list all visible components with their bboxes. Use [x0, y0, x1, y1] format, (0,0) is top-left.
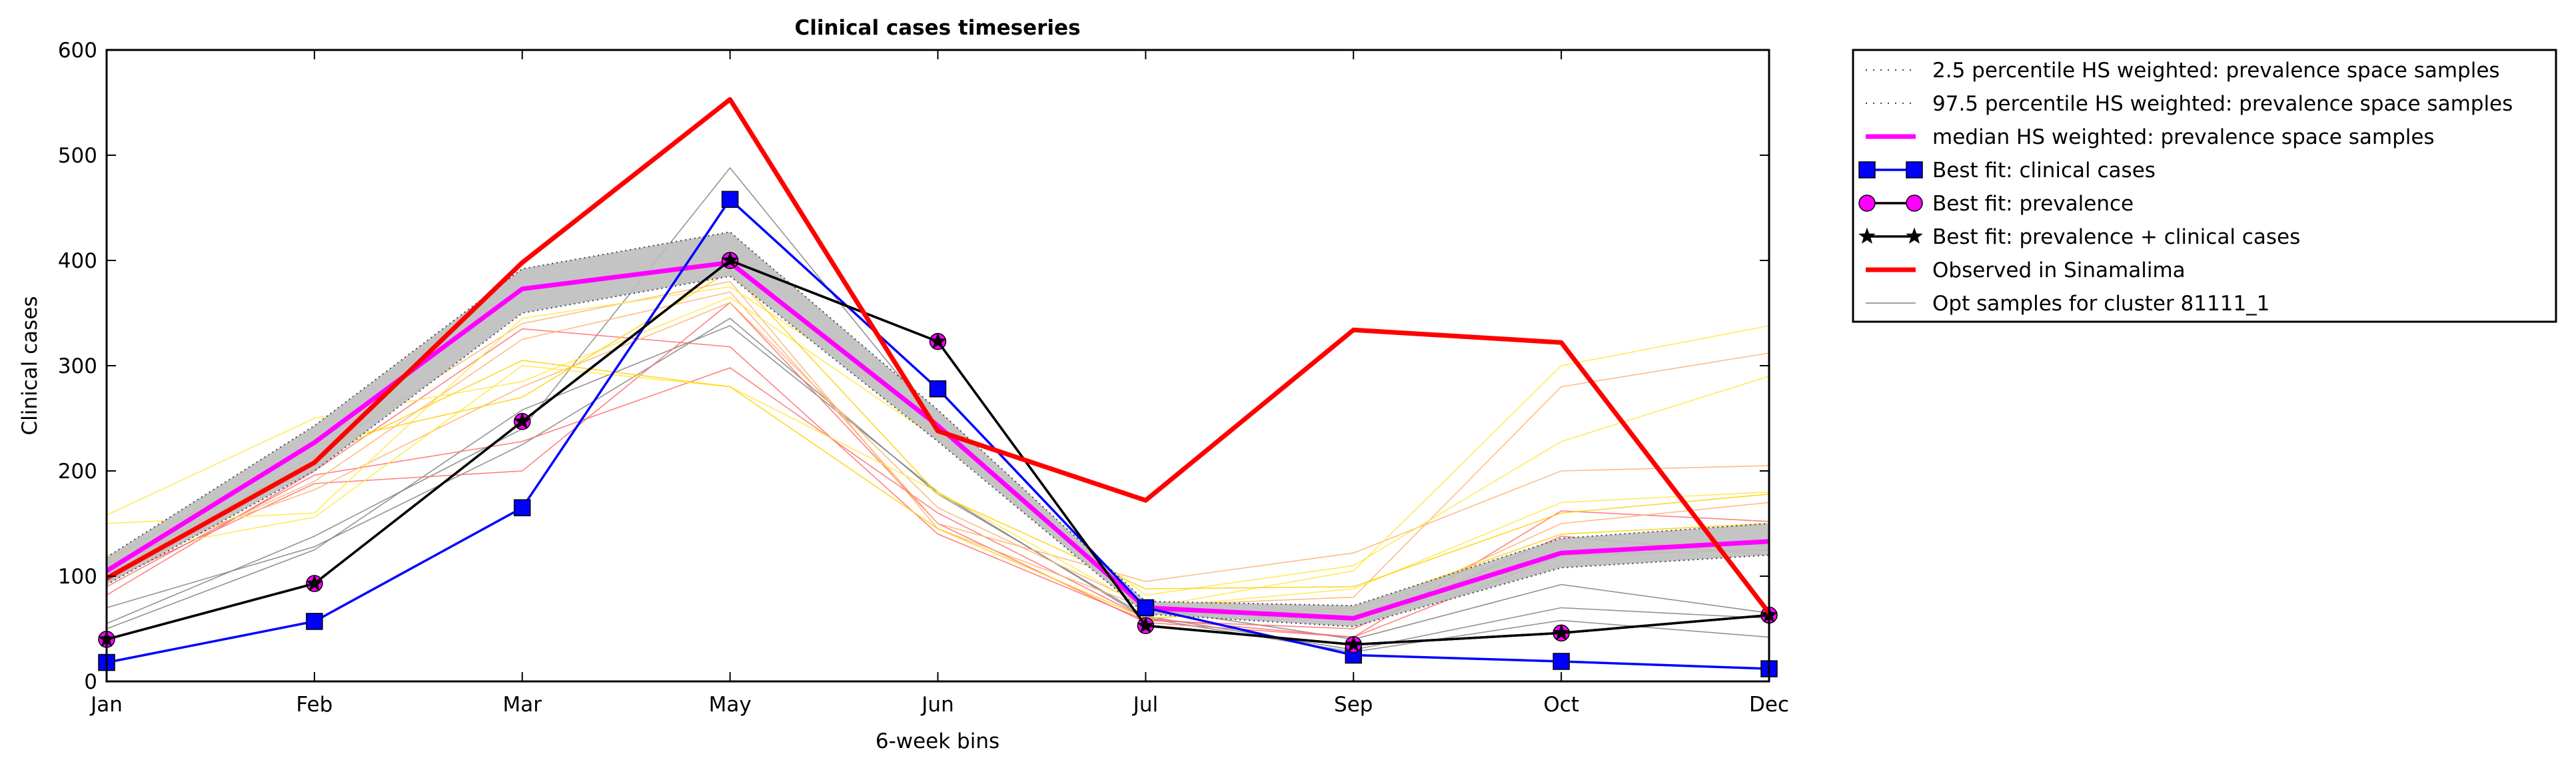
- legend-label-1: 2.5 percentile HS weighted: prevalence s…: [1932, 59, 2500, 83]
- series-4-point-4: [721, 251, 739, 268]
- x-tick-label-4: May: [709, 693, 752, 717]
- x-tick-label-7: Sep: [1334, 693, 1373, 717]
- sample-line-3: [106, 325, 1770, 653]
- series-4-point-6: [1137, 616, 1155, 633]
- y-axis-label: Clinical cases: [18, 296, 42, 435]
- sample-line-8: [106, 302, 1770, 607]
- legend-marker-4-a: [1858, 161, 1876, 179]
- series-2-point-6: [1137, 599, 1155, 617]
- plot-frame: [105, 49, 1770, 683]
- series-2-point-2: [306, 613, 323, 630]
- series-2-point-5: [929, 380, 947, 398]
- x-tick-label-1: Jan: [89, 693, 123, 717]
- x-axis-label: 6-week bins: [876, 729, 999, 753]
- series-4-point-3: [513, 412, 531, 429]
- series-4-point-5: [929, 332, 947, 349]
- legend-label-3: median HS weighted: prevalence space sam…: [1932, 125, 2435, 149]
- legend-label-8: Opt samples for cluster 81111_1: [1932, 292, 2269, 316]
- y-tick-label-1: 0: [84, 670, 97, 694]
- legend-marker-6-b: [1906, 227, 1923, 244]
- x-tick-label-6: Jul: [1132, 693, 1158, 717]
- sample-line-12: [106, 365, 1770, 609]
- series-4-point-8: [1553, 623, 1570, 641]
- legend-label-5: Best fit: prevalence: [1932, 192, 2134, 216]
- series-4-point-7: [1345, 635, 1363, 652]
- series-2-point-3: [514, 499, 531, 517]
- legend-marker-6-a: [1858, 227, 1876, 244]
- series-4-point-2: [306, 574, 323, 591]
- legend-marker-5-a: [1858, 194, 1876, 212]
- sample-line-13: [106, 360, 1770, 619]
- sample-line-2: [106, 317, 1770, 651]
- sample-line-5: [106, 328, 1770, 629]
- legend-label-4: Best fit: clinical cases: [1932, 159, 2156, 183]
- legend-box: [1852, 49, 2557, 323]
- y-tick-label-6: 500: [58, 144, 97, 168]
- series-line-5: [105, 97, 1771, 615]
- x-tick-label-5: Jun: [920, 693, 954, 717]
- series-line-1: [105, 260, 1770, 621]
- y-tick-label-7: 600: [58, 39, 97, 63]
- x-tick-label-2: Feb: [296, 693, 332, 717]
- series-layer: [98, 97, 1778, 677]
- y-tick-label-3: 200: [58, 460, 97, 484]
- legend-label-7: Observed in Sinamalima: [1932, 258, 2186, 282]
- legend-marker-4-b: [1906, 161, 1923, 179]
- chart-title: Clinical cases timeseries: [794, 16, 1080, 40]
- sample-line-4: [106, 302, 1770, 638]
- y-tick-label-5: 400: [58, 249, 97, 273]
- legend-label-6: Best fit: prevalence + clinical cases: [1932, 225, 2300, 249]
- sample-line-7: [106, 291, 1770, 582]
- x-tick-label-3: Mar: [503, 693, 542, 717]
- legend-marker-5-b: [1906, 194, 1923, 212]
- x-tick-label-9: Dec: [1749, 693, 1789, 717]
- legend-label-2: 97.5 percentile HS weighted: prevalence …: [1932, 92, 2513, 116]
- y-tick-label-4: 300: [58, 354, 97, 378]
- series-2-point-8: [1553, 653, 1570, 670]
- series-2-point-4: [721, 191, 739, 208]
- axes-layer: 0 100 200 300 400 500 600 Jan Feb Mar May Jun Jul Sep…: [58, 39, 1789, 717]
- sample-line-14: [106, 270, 1770, 589]
- x-tick-label-8: Oct: [1543, 693, 1579, 717]
- legend: 2.5 percentile HS weighted: prevalence s…: [1852, 49, 2557, 323]
- y-tick-label-2: 100: [58, 565, 97, 589]
